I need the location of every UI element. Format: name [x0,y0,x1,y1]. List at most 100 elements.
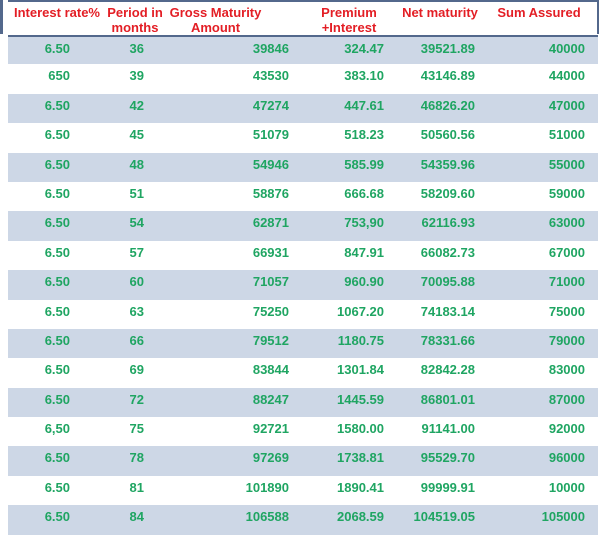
table-header-row: Interest rate% Period in months Gross Ma… [8,0,590,35]
table-cell: 58876 [252,185,289,201]
table-cell: 66931 [252,244,289,260]
column-header-gross-maturity: Gross Maturity Amount [169,5,262,35]
table-row: 650 39 43530 383.10 43146.89 44000 [8,64,598,93]
table-cell: 44000 [548,68,585,84]
table-cell: 50560.56 [420,127,475,143]
table-cell: 6.50 [44,156,70,172]
table-cell: 10000 [548,479,585,495]
table-cell: 46826.20 [420,97,475,113]
table-row: 6.50 57 66931 847.91 66082.73 67000 [8,241,598,270]
table-cell: 75000 [548,303,585,319]
table-cell: 83000 [548,362,585,378]
table-cell: 1445.59 [337,391,384,407]
table-cell: 79512 [252,332,289,348]
table-cell: 753,90 [344,215,384,231]
table-cell: 62871 [252,215,289,231]
table-cell: 6,50 [44,421,70,437]
table-cell: 6.50 [44,185,70,201]
table-top-border [8,0,599,2]
table-cell: 91141.00 [421,421,475,437]
table-cell: 54946 [252,156,289,172]
table-cell: 650 [48,68,70,84]
table-cell: 88247 [252,391,289,407]
table-row: 6.50 63 75250 1067.20 74183.14 75000 [8,300,598,329]
column-header-premium-interest: Premium +Interest [321,5,377,35]
table-cell: 95529.70 [420,450,475,466]
table-cell: 75250 [252,303,289,319]
table-cell: 324.47 [344,41,384,56]
column-header-net-maturity: Net maturity [402,5,478,20]
table-right-border [597,0,599,34]
table-cell: 84 [129,509,144,525]
table-row: 6.50 69 83844 1301.84 82842.28 83000 [8,358,598,387]
table-cell: 96000 [548,450,585,466]
table-cell: 66082.73 [420,244,475,260]
table-cell: 6.50 [44,332,70,348]
table-cell: 62116.93 [421,215,475,231]
table-body: 6.50 36 39846 324.47 39521.89 40000 650 39 43530… [0,35,612,535]
table-cell: 51079 [252,127,289,143]
table-cell: 66 [129,332,144,348]
table-cell: 585.99 [344,156,384,172]
table-cell: 86801.01 [420,391,475,407]
table-cell: 60 [129,274,144,290]
table-cell: 72 [129,391,144,407]
table-row: 6.50 78 97269 1738.81 95529.70 96000 [8,446,598,476]
table-cell: 71000 [548,274,585,290]
table-cell: 63 [129,303,144,319]
table-cell: 6.50 [44,41,70,56]
table-cell: 6.50 [44,215,70,231]
table-cell: 39 [129,68,144,84]
table-cell: 81 [129,479,144,495]
table-row: 6.50 48 54946 585.99 54359.96 55000 [8,152,598,182]
table-cell: 92721 [252,421,289,437]
table-row: 6.50 45 51079 518.23 50560.56 51000 [8,123,598,152]
table-cell: 48 [129,156,144,172]
table-cell: 75 [129,421,144,437]
table-cell: 79000 [548,332,585,348]
table-cell: 57 [129,244,144,260]
table-cell: 63000 [548,215,585,231]
table-cell: 6.50 [44,244,70,260]
table-row: 6.50 66 79512 1180.75 78331.66 79000 [8,328,598,359]
table-cell: 847.91 [344,244,384,260]
table-cell: 78331.66 [420,332,475,348]
table-cell: 51000 [548,127,585,143]
table-cell: 39521.89 [420,41,475,56]
table-cell: 45 [129,127,144,143]
table-cell: 69 [129,362,144,378]
table-cell: 51 [129,185,144,201]
table-cell: 960.90 [344,274,384,290]
table-cell: 78 [129,450,144,466]
table-cell: 71057 [252,274,289,290]
table-cell: 58209.60 [420,185,475,201]
table-cell: 36 [129,41,144,56]
table-cell: 1067.20 [337,303,384,319]
table-row: 6.50 42 47274 447.61 46826.20 47000 [8,93,598,124]
table-cell: 666.68 [344,185,384,201]
table-cell: 54359.96 [420,156,475,172]
table-cell: 104519.05 [413,509,475,525]
table-cell: 6.50 [44,303,70,319]
table-cell: 39846 [252,41,289,56]
table-cell: 6.50 [44,509,70,525]
table-cell: 1301.84 [337,362,384,378]
table-cell: 6.50 [44,391,70,407]
table-cell: 383.10 [344,68,384,84]
table-cell: 43146.89 [420,68,475,84]
table-cell: 87000 [548,391,585,407]
table-cell: 70095.88 [420,274,475,290]
table-row: 6,50 75 92721 1580.00 91141.00 92000 [8,417,598,446]
table-row: 6.50 36 39846 324.47 39521.89 40000 [8,35,598,65]
table-cell: 42 [129,97,144,113]
table-cell: 92000 [548,421,585,437]
table-cell: 6.50 [44,450,70,466]
table-cell: 1738.81 [337,450,384,466]
table-cell: 6.50 [44,97,70,113]
table-cell: 55000 [548,156,585,172]
table-cell: 6.50 [44,127,70,143]
table-row: 6.50 81 101890 1890.41 99999.91 10000 [8,476,598,505]
table-cell: 43530 [252,68,289,84]
table-cell: 59000 [548,185,585,201]
